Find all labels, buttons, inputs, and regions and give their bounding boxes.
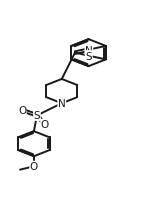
Text: N: N — [85, 45, 93, 55]
Text: O: O — [30, 162, 38, 171]
Text: O: O — [41, 120, 49, 129]
Text: S: S — [86, 52, 92, 61]
Text: O: O — [18, 105, 26, 115]
Text: N: N — [58, 99, 66, 109]
Text: S: S — [34, 111, 40, 121]
